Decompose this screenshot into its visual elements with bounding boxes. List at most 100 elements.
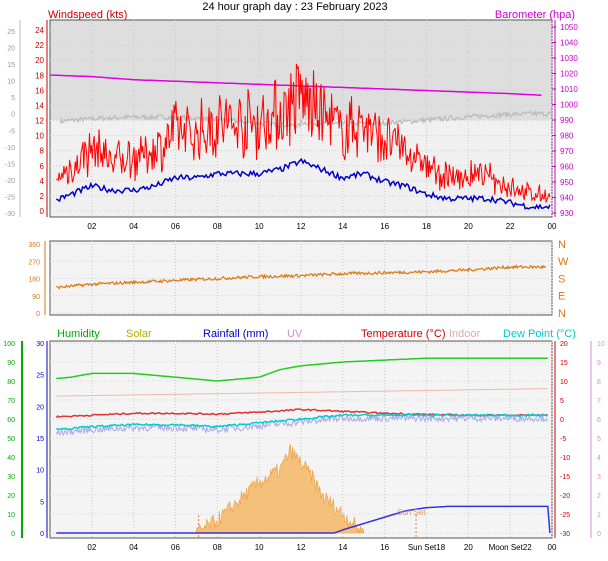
y-tick-label: 20 <box>7 46 15 53</box>
y-tick-label: -10 <box>5 145 15 152</box>
y-tick-label: 20 <box>560 341 568 348</box>
indoor-line <box>56 388 548 397</box>
compass-label: W <box>558 256 569 268</box>
legend-dewpoint: Dew Point (°C) <box>503 328 576 340</box>
compass-label: N <box>558 239 566 251</box>
legend-indoor: Indoor <box>449 328 481 340</box>
y-tick-label: 1030 <box>560 54 578 63</box>
wind-direction-line <box>56 264 547 290</box>
y-tick-label: -25 <box>560 512 570 519</box>
uv-noise-line <box>55 413 548 437</box>
y-tick-label: 0 <box>11 531 15 538</box>
y-tick-label: 970 <box>560 147 574 156</box>
y-tick-label: 30 <box>7 474 15 481</box>
legend-temperature: Temperature (°C) <box>361 328 445 340</box>
y-tick-label: 25 <box>7 29 15 36</box>
y-tick-label: 0 <box>11 112 15 119</box>
rainfall-line <box>56 505 551 534</box>
y-tick-label: 0 <box>36 311 40 318</box>
y-tick-label: 990 <box>560 116 574 125</box>
y-tick-label: 0 <box>40 531 44 538</box>
chart-title: 24 hour graph day : 23 February 2023 <box>202 1 387 13</box>
y-tick-label: 10 <box>35 132 44 141</box>
y-tick-label: 15 <box>7 62 15 69</box>
y-tick-label: 24 <box>35 26 44 35</box>
y-tick-label: 5 <box>40 499 44 506</box>
annotation-sun-set: Sun Set <box>397 508 426 517</box>
y-tick-label: 10 <box>7 79 15 86</box>
y-tick-label: 1010 <box>560 85 578 94</box>
y-tick-label: 70 <box>7 398 15 405</box>
y-tick-label: 4 <box>597 455 601 462</box>
y-tick-label: 2 <box>40 192 45 201</box>
barometer-label: Barometer (hpa) <box>495 9 575 21</box>
y-tick-label: 9 <box>597 360 601 367</box>
x-tick-label: 10 <box>255 543 264 552</box>
y-tick-label: 10 <box>560 379 568 386</box>
y-tick-label: 1050 <box>560 23 578 32</box>
x-tick-label: 04 <box>129 543 138 552</box>
panel1-upper-shade <box>50 20 552 120</box>
y-tick-label: 90 <box>7 360 15 367</box>
y-tick-label: 60 <box>7 417 15 424</box>
y-tick-label: 360 <box>28 242 40 249</box>
y-tick-label: 100 <box>3 341 15 348</box>
y-tick-label: 1040 <box>560 39 578 48</box>
y-tick-label: 30 <box>36 341 44 348</box>
y-tick-label: 4 <box>40 177 45 186</box>
x-tick-label: 14 <box>338 222 347 231</box>
x-tick-label: 20 <box>464 222 473 231</box>
legend-humidity: Humidity <box>57 328 100 340</box>
y-tick-label: 1000 <box>560 101 578 110</box>
x-tick-label: 16 <box>380 222 389 231</box>
y-tick-label: 960 <box>560 163 574 172</box>
x-tick-label: 16 <box>380 543 389 552</box>
wind-gust-line <box>56 63 551 203</box>
y-tick-label: 3 <box>597 474 601 481</box>
y-tick-label: 2 <box>597 493 601 500</box>
x-tick-label: 00 <box>548 543 557 552</box>
y-tick-label: 6 <box>40 162 45 171</box>
legend-rainfall: Rainfall (mm) <box>203 328 268 340</box>
y-tick-label: 10 <box>7 512 15 519</box>
y-tick-label: -5 <box>9 128 15 135</box>
y-tick-label: 5 <box>597 436 601 443</box>
y-tick-label: 22 <box>35 41 44 50</box>
x-tick-label: 04 <box>129 222 138 231</box>
wind-average-line <box>55 157 551 210</box>
y-tick-label: 270 <box>28 259 40 266</box>
y-tick-label: -5 <box>560 436 566 443</box>
y-tick-label: 16 <box>35 86 44 95</box>
temperature-grey-line <box>59 110 552 129</box>
y-tick-label: 930 <box>560 209 574 218</box>
y-tick-label: 15 <box>36 436 44 443</box>
x-tick-label: 12 <box>297 543 306 552</box>
y-tick-label: -10 <box>560 455 570 462</box>
y-tick-label: 12 <box>35 117 44 126</box>
solar-area <box>196 443 365 534</box>
x-tick-label: 02 <box>87 543 96 552</box>
y-tick-label: 15 <box>560 360 568 367</box>
y-tick-label: 8 <box>40 147 45 156</box>
y-tick-label: -20 <box>5 178 15 185</box>
y-tick-label: 90 <box>32 294 40 301</box>
x-tick-label: 00 <box>548 222 557 231</box>
dewpoint-line <box>56 413 549 431</box>
y-tick-label: -20 <box>560 493 570 500</box>
y-tick-label: 0 <box>560 417 564 424</box>
y-tick-label: -15 <box>560 474 570 481</box>
y-tick-label: 0 <box>40 207 45 216</box>
legend-solar: Solar <box>126 328 152 340</box>
x-tick-label: 10 <box>255 222 264 231</box>
y-tick-label: 50 <box>7 436 15 443</box>
y-tick-label: -15 <box>5 161 15 168</box>
legend-uv: UV <box>287 328 303 340</box>
y-tick-label: -30 <box>5 211 15 218</box>
x-tick-label: 22 <box>506 222 515 231</box>
x-tick-label: 02 <box>87 222 96 231</box>
x-tick-label: 06 <box>171 543 180 552</box>
y-tick-label: 980 <box>560 132 574 141</box>
y-tick-label: -25 <box>5 194 15 201</box>
y-tick-label: -30 <box>560 531 570 538</box>
